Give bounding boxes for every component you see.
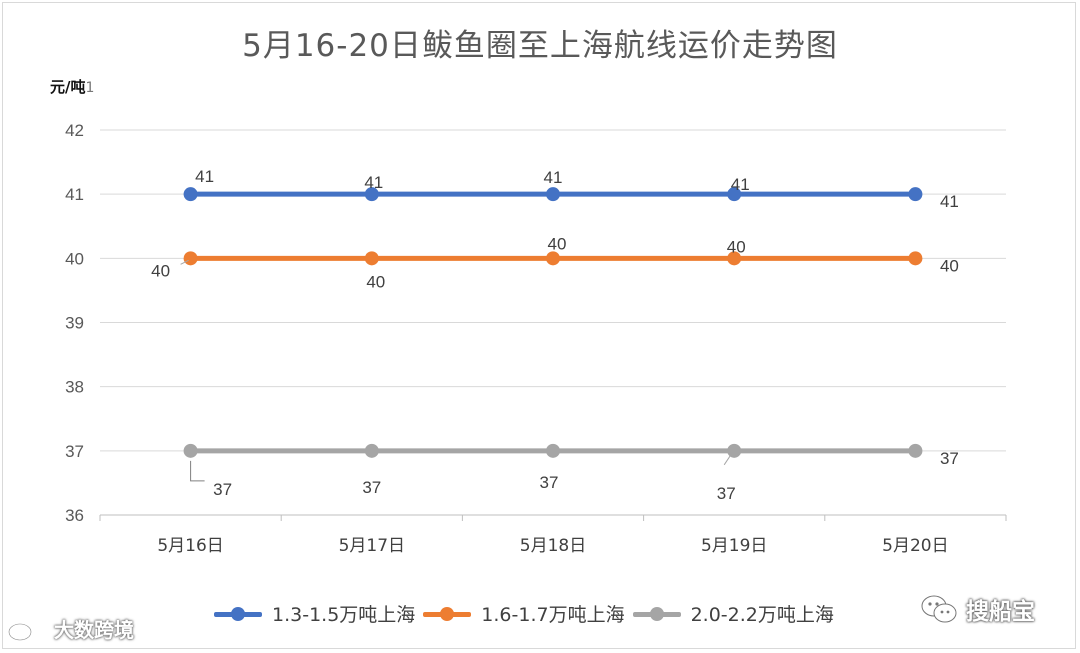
legend-item-series-2[interactable]: 1.6-1.7万吨上海 <box>423 600 625 627</box>
data-point-s3-1 <box>183 443 198 458</box>
data-label-s3-1: 37 <box>213 480 232 499</box>
data-point-s1-5 <box>908 187 923 202</box>
x-tick-label-1: 5月16日 <box>157 536 223 556</box>
data-label-s3-5: 37 <box>940 449 959 468</box>
legend-item-series-1[interactable]: 1.3-1.5万吨上海 <box>214 600 415 627</box>
x-tick-label-3: 5月18日 <box>520 536 586 556</box>
legend-swatch-series-2 <box>423 605 472 623</box>
series-group <box>183 187 923 458</box>
legend-label-series-3: 2.0-2.2万吨上海 <box>690 604 834 626</box>
weibo-logo-icon <box>7 619 46 641</box>
data-point-s2-3 <box>546 251 560 266</box>
wechat-icon <box>921 595 957 623</box>
data-label-s1-5: 41 <box>940 192 959 211</box>
data-point-s1-1 <box>183 187 198 202</box>
watermark-right-text: 搜船宝 <box>966 599 1035 625</box>
data-label-s2-2: 40 <box>366 272 385 291</box>
leader-line-s3-1 <box>190 460 205 482</box>
x-tick-label-5: 5月20日 <box>882 536 948 556</box>
y-tick-label-37: 37 <box>65 442 84 461</box>
legend-label-series-2: 1.6-1.7万吨上海 <box>481 604 625 626</box>
data-label-s2-3: 40 <box>548 234 567 253</box>
y-tick-label-41: 41 <box>65 185 84 204</box>
data-point-s3-2 <box>364 443 379 458</box>
data-label-s2-4: 40 <box>727 237 746 256</box>
watermark-left-text: 大数跨境 <box>54 618 134 642</box>
data-label-s3-2: 37 <box>362 478 381 497</box>
watermark-right: 搜船宝 <box>920 592 1035 626</box>
data-point-s3-5 <box>908 443 923 458</box>
legend-item-series-3[interactable]: 2.0-2.2万吨上海 <box>632 600 834 627</box>
y-axis-label-suffix: 1 <box>85 80 95 96</box>
data-point-s2-1 <box>183 251 198 266</box>
data-label-s1-4: 41 <box>731 175 750 194</box>
y-tick-label-39: 39 <box>65 314 84 333</box>
data-point-s2-4 <box>727 251 742 266</box>
y-tick-label-36: 36 <box>65 506 84 525</box>
data-labels: 41 41 41 41 41 40 40 40 40 40 37 37 37 37 37 <box>151 167 959 503</box>
legend-label-series-1: 1.3-1.5万吨上海 <box>272 604 416 626</box>
data-point-s3-3 <box>546 443 560 458</box>
data-point-s2-5 <box>908 251 923 266</box>
chart-title: 5月16-20日鲅鱼圈至上海航线运价走势图 <box>242 28 838 64</box>
data-point-s2-2 <box>364 251 379 266</box>
data-point-s1-4 <box>727 187 742 202</box>
leader-line-s2-1 <box>180 259 189 265</box>
y-tick-label-40: 40 <box>65 249 84 268</box>
axes: 36 37 38 39 40 41 42 5月16日 5月17日 5月18日 5月19日 5月20日 <box>65 121 1007 556</box>
y-tick-label-38: 38 <box>65 378 84 397</box>
data-label-s3-3: 37 <box>540 473 559 492</box>
y-tick-label-42: 42 <box>65 121 84 140</box>
data-point-s1-2 <box>364 187 379 202</box>
legend: 1.3-1.5万吨上海 1.6-1.7万吨上海 2.0-2.2万吨上海 <box>214 600 842 627</box>
y-axis-label: 元/吨 <box>50 78 86 96</box>
legend-swatch-series-1 <box>214 605 262 623</box>
y-axis-unit: 元/吨1 <box>50 76 94 97</box>
data-label-s1-3: 41 <box>544 168 563 187</box>
watermark-left: 大数跨境 <box>6 614 134 643</box>
data-label-s3-4: 37 <box>717 484 736 503</box>
data-point-s3-4 <box>727 443 742 458</box>
data-label-s1-1: 41 <box>195 167 214 186</box>
data-label-s2-5: 40 <box>940 256 959 275</box>
legend-swatch-series-3 <box>632 605 681 623</box>
x-tick-label-4: 5月19日 <box>701 536 767 556</box>
data-label-s2-1: 40 <box>151 261 170 280</box>
leader-line-s3-4 <box>723 452 733 466</box>
x-tick-label-2: 5月17日 <box>339 536 405 556</box>
data-label-s1-2: 41 <box>364 173 383 192</box>
data-point-s1-3 <box>546 187 560 202</box>
